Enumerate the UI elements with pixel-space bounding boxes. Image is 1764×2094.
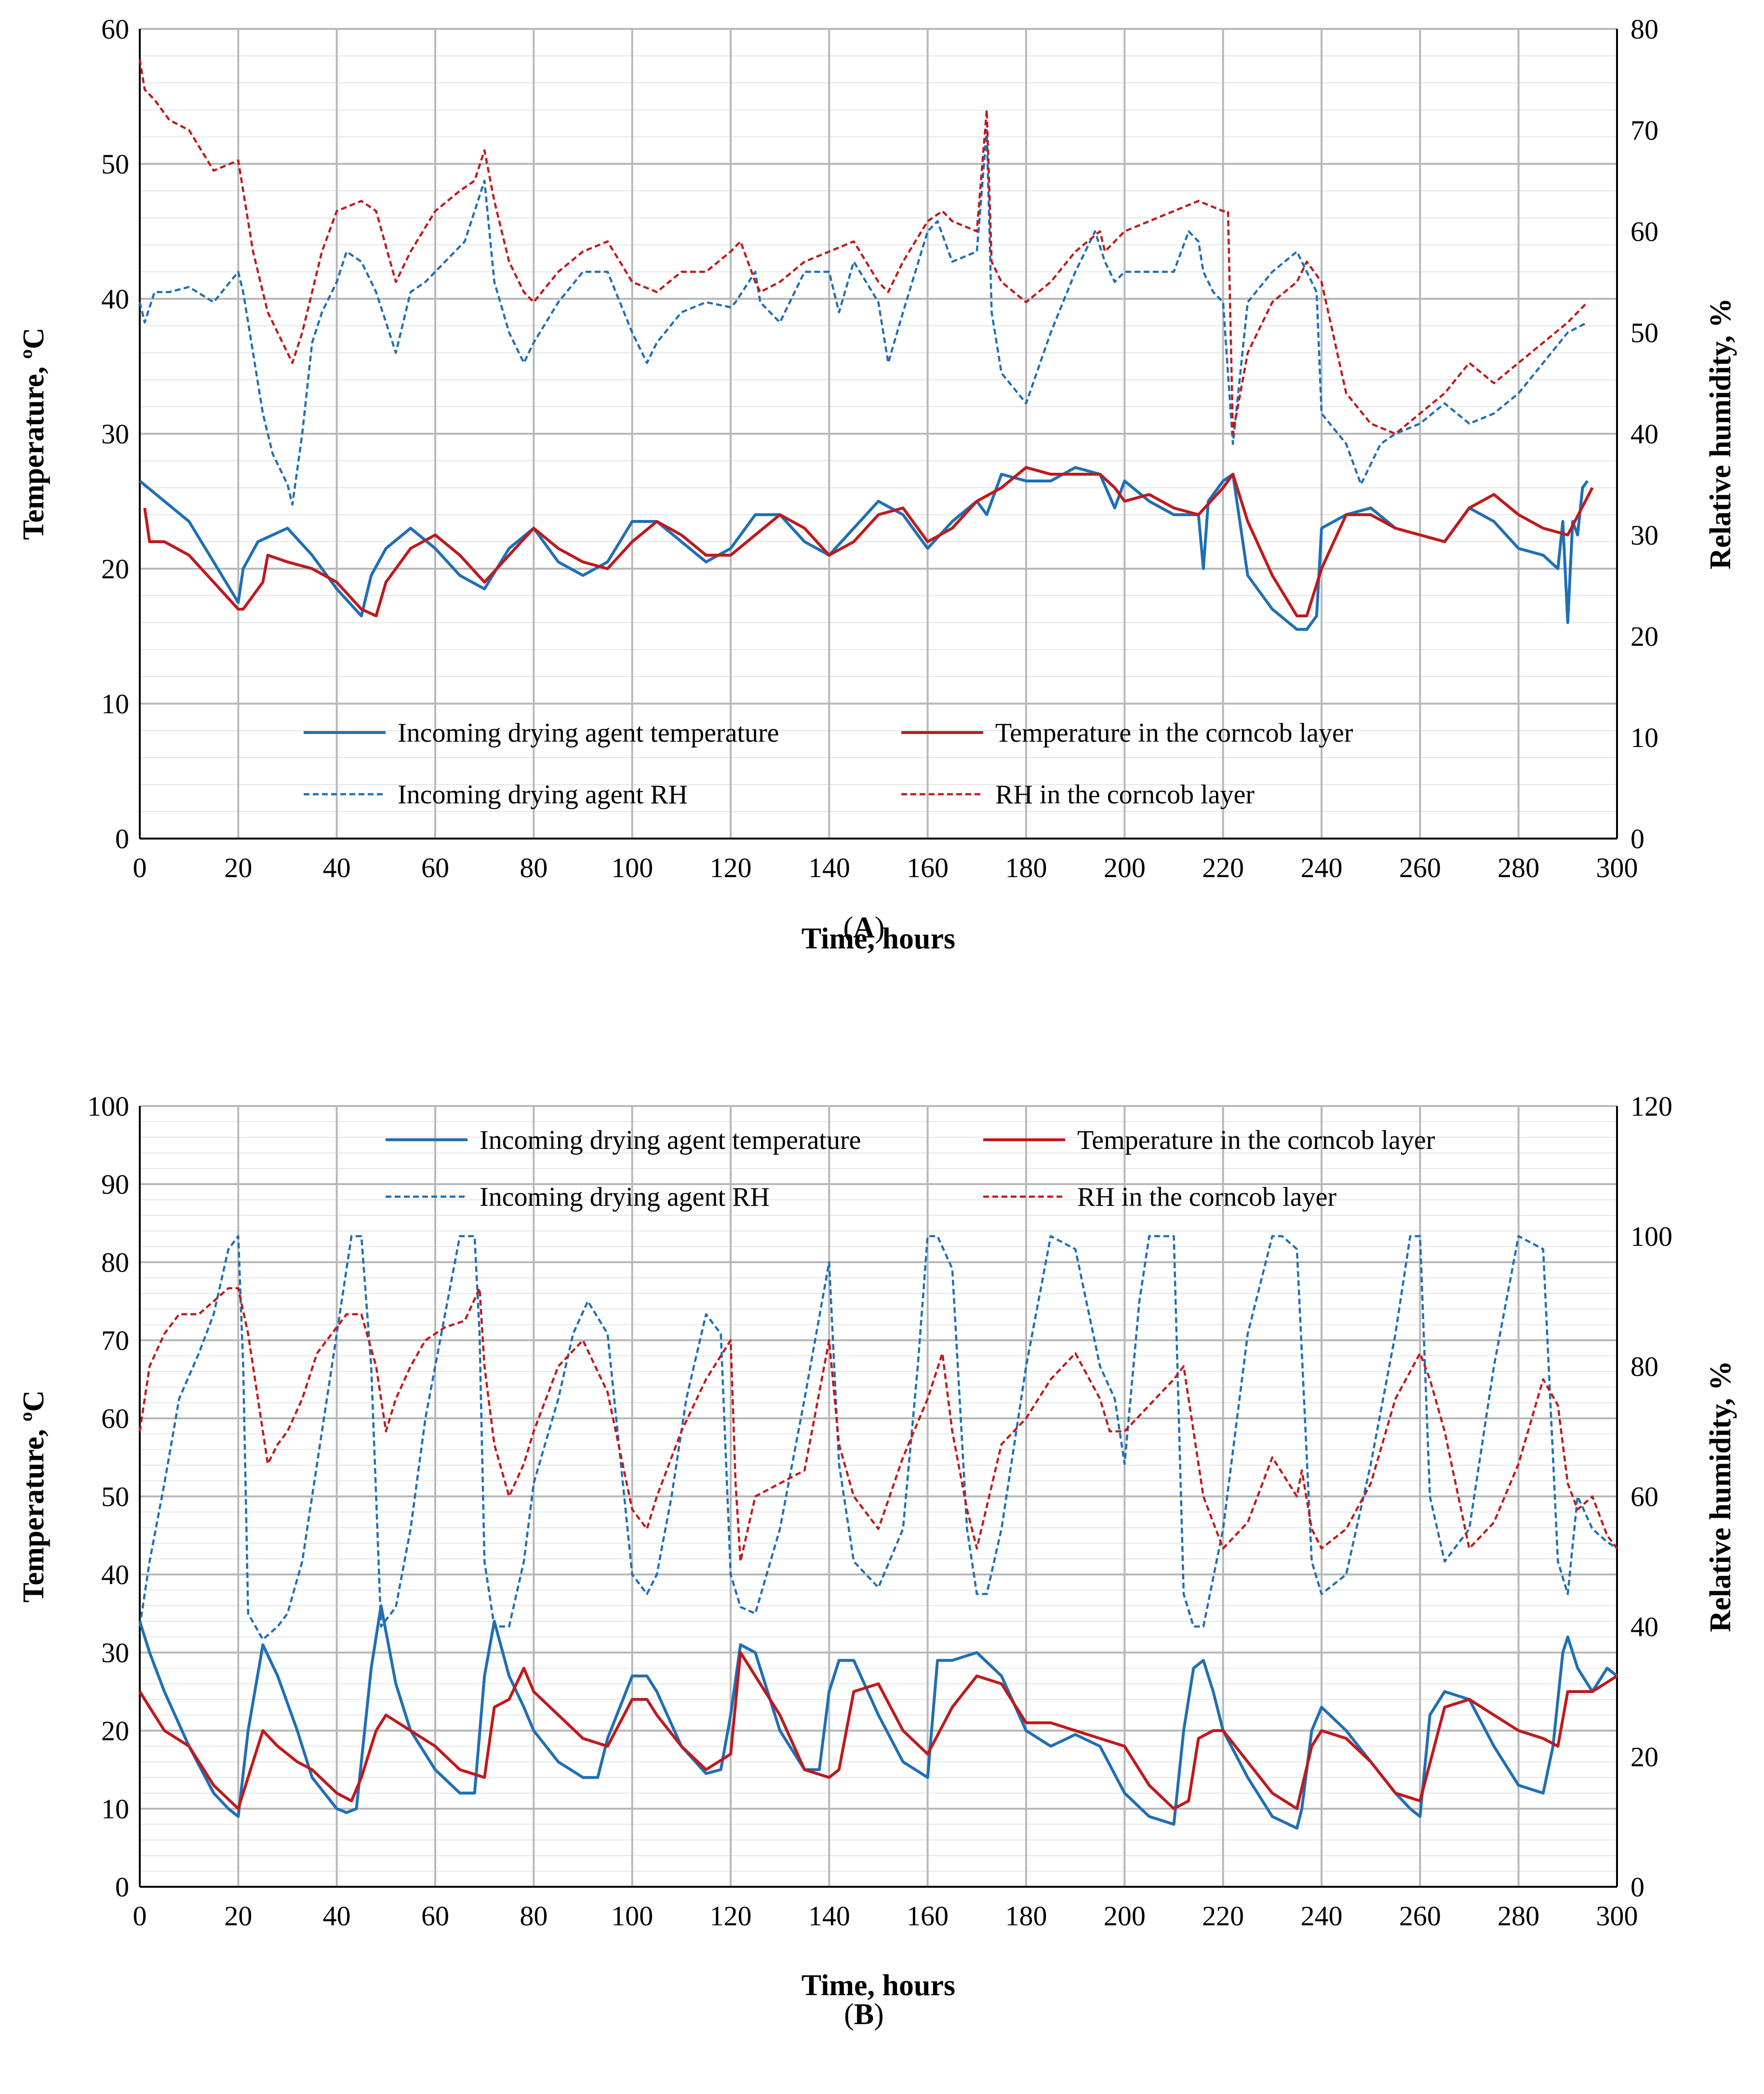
x-tick-label: 20 [224, 1900, 252, 1932]
x-tick-label: 0 [133, 852, 147, 883]
y-left-tick-label: 20 [101, 1715, 129, 1747]
y-right-tick-label: 0 [1630, 823, 1644, 854]
y-left-tick-label: 10 [101, 688, 129, 720]
x-tick-label: 180 [1005, 1900, 1047, 1932]
y-left-tick-label: 20 [101, 553, 129, 585]
legend-label: Temperature in the corncob layer [1077, 1125, 1435, 1155]
legend-label: Incoming drying agent RH [480, 1182, 770, 1212]
y-right-tick-label: 40 [1630, 418, 1658, 450]
y-left-tick-label: 40 [101, 1559, 129, 1590]
x-tick-label: 200 [1104, 1900, 1146, 1932]
series-line-4 [138, 59, 1589, 435]
y-right-tick-label: 80 [1630, 1351, 1658, 1382]
y-right-tick-label: 70 [1630, 115, 1658, 146]
y-right-tick-label: 80 [1630, 13, 1658, 45]
series-line-2 [138, 1651, 1618, 1810]
y-right-tick-label: 100 [1630, 1221, 1672, 1252]
x-tick-label: 200 [1104, 852, 1146, 883]
y-left-tick-label: 10 [101, 1793, 129, 1825]
y-left-axis-title: Temperature, ºC [17, 1390, 50, 1603]
y-right-tick-label: 60 [1630, 216, 1658, 247]
x-tick-label: 160 [907, 1900, 949, 1932]
y-left-tick-label: 0 [115, 823, 129, 854]
y-right-tick-label: 20 [1630, 621, 1658, 652]
y-right-tick-label: 20 [1630, 1741, 1658, 1773]
series-line-1 [138, 1604, 1618, 1830]
legend-label: Incoming drying agent RH [398, 780, 688, 810]
x-tick-label: 300 [1596, 852, 1638, 883]
x-tick-label: 120 [710, 852, 752, 883]
y-left-tick-label: 30 [101, 1637, 129, 1668]
x-tick-label: 40 [323, 1900, 351, 1932]
legend-label: Incoming drying agent temperature [480, 1125, 861, 1155]
x-tick-label: 240 [1301, 852, 1343, 883]
x-tick-label: 60 [421, 852, 449, 883]
chart-panel-A: 0 20 40 60 80 100 120 140 160 180 200 220 240 260 280 3… [17, 13, 1737, 955]
y-right-axis-title: Relative humidity, % [1704, 298, 1737, 569]
y-left-axis-title: Temperature, ºC [17, 328, 50, 540]
y-right-tick-label: 50 [1630, 317, 1658, 348]
series-line-2 [143, 466, 1594, 617]
x-tick-label: 100 [611, 852, 653, 883]
chart-panel-B: 0 20 40 60 80 100 120 140 160 180 200 220 240 260 280 3… [17, 1091, 1737, 2031]
x-tick-label: 160 [907, 852, 949, 883]
y-right-tick-label: 40 [1630, 1611, 1658, 1642]
y-right-tick-label: 60 [1630, 1481, 1658, 1512]
y-left-tick-label: 50 [101, 148, 129, 180]
y-left-tick-label: 60 [101, 13, 129, 45]
y-left-tick-label: 30 [101, 418, 129, 450]
y-left-tick-label: 50 [101, 1481, 129, 1512]
x-tick-label: 100 [611, 1900, 653, 1932]
x-tick-label: 220 [1202, 1900, 1244, 1932]
x-tick-label: 120 [710, 1900, 752, 1932]
x-tick-label: 260 [1399, 1900, 1441, 1932]
x-tick-label: 220 [1202, 852, 1244, 883]
legend-label: Incoming drying agent temperature [398, 718, 779, 748]
legend-label: RH in the corncob layer [1077, 1182, 1336, 1212]
y-right-tick-label: 10 [1630, 722, 1658, 753]
x-tick-label: 260 [1399, 852, 1441, 883]
x-tick-label: 80 [520, 852, 548, 883]
y-left-tick-label: 90 [101, 1169, 129, 1200]
y-right-axis-title: Relative humidity, % [1704, 1360, 1737, 1632]
x-tick-label: 280 [1497, 852, 1539, 883]
legend-label: Temperature in the corncob layer [995, 718, 1353, 748]
y-left-tick-label: 80 [101, 1247, 129, 1278]
x-tick-label: 140 [808, 1900, 850, 1932]
x-tick-label: 80 [520, 1900, 548, 1932]
x-axis-title: Time, hours [802, 1969, 955, 2002]
series-line-4 [138, 1287, 1618, 1563]
series-line-3 [138, 129, 1588, 506]
panel-label: (A) [843, 911, 884, 944]
x-tick-label: 280 [1497, 1900, 1539, 1932]
y-left-tick-label: 40 [101, 283, 129, 315]
panel-label: (B) [844, 1998, 884, 2031]
y-left-tick-label: 70 [101, 1325, 129, 1356]
series-line-3 [138, 1235, 1618, 1641]
legend-label: RH in the corncob layer [995, 780, 1255, 810]
x-tick-label: 140 [808, 852, 850, 883]
x-tick-label: 240 [1301, 1900, 1343, 1932]
x-tick-label: 300 [1596, 1900, 1638, 1932]
x-tick-label: 180 [1005, 852, 1047, 883]
y-left-tick-label: 100 [87, 1091, 129, 1122]
y-right-tick-label: 120 [1630, 1091, 1672, 1122]
y-right-tick-label: 0 [1630, 1871, 1644, 1903]
y-right-tick-label: 30 [1630, 520, 1658, 551]
y-left-tick-label: 0 [115, 1871, 129, 1903]
x-tick-label: 0 [133, 1900, 147, 1932]
x-tick-label: 40 [323, 852, 351, 883]
y-left-tick-label: 60 [101, 1403, 129, 1434]
x-tick-label: 20 [224, 852, 252, 883]
x-axis-title: Time, hours [802, 922, 955, 955]
x-tick-label: 60 [421, 1900, 449, 1932]
